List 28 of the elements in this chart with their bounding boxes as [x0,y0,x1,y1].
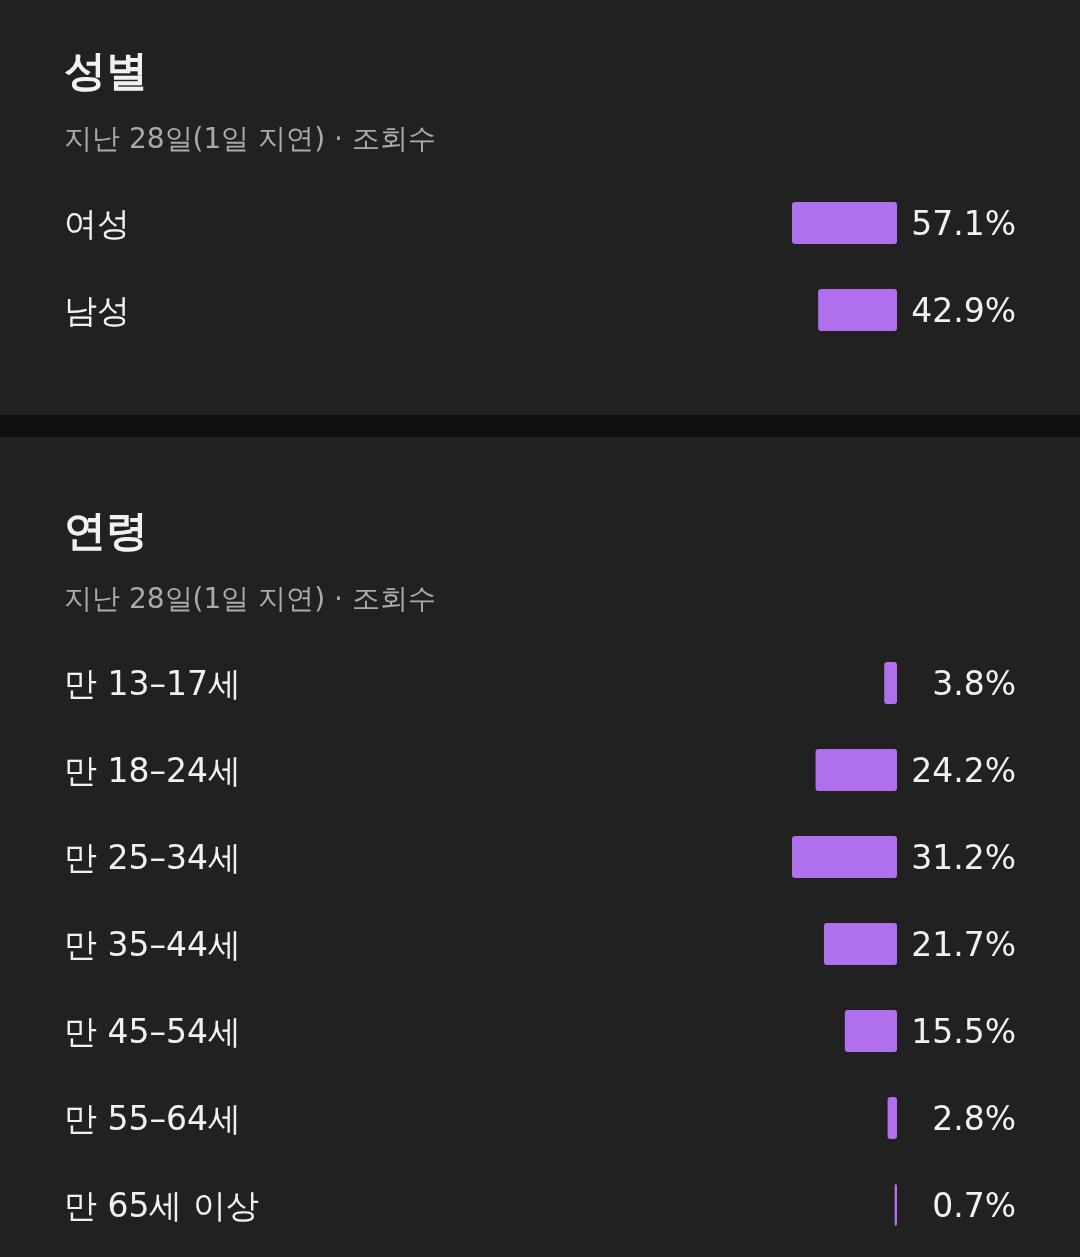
y-tick-label: 만 18–24세 [64,750,241,790]
text: 지난 28일(1일 지연) · 조회수 [64,581,436,615]
bar [844,1010,897,1052]
y-tick-label: 만 25–34세 [64,837,241,877]
text: 연령 [64,505,148,555]
y-tick-label: 만 13–17세 [64,663,241,703]
bar [823,923,897,965]
y-tick-label: 남성 [64,290,130,330]
y-tick-label: 만 55–64세 [64,1098,241,1138]
data-label: 57.1% [911,203,1016,243]
data-label: 42.9% [911,290,1016,330]
data-label: 15.5% [911,1011,1016,1051]
text: 성별 [64,45,148,95]
bar [887,1097,897,1139]
bar [884,662,897,704]
data-label: 24.2% [911,750,1016,790]
data-label: 0.7% [932,1185,1016,1225]
data-label: 21.7% [911,924,1016,964]
data-label: 31.2% [911,837,1016,877]
data-label: 3.8% [932,663,1016,703]
y-tick-label: 여성 [64,203,130,243]
data-label: 2.8% [932,1098,1016,1138]
text: 지난 28일(1일 지연) · 조회수 [64,121,436,155]
y-tick-label: 만 35–44세 [64,924,241,964]
bar [815,749,897,791]
y-tick-label: 만 45–54세 [64,1011,241,1051]
y-tick-label: 만 65세 이상 [64,1185,259,1225]
bar [792,836,897,878]
